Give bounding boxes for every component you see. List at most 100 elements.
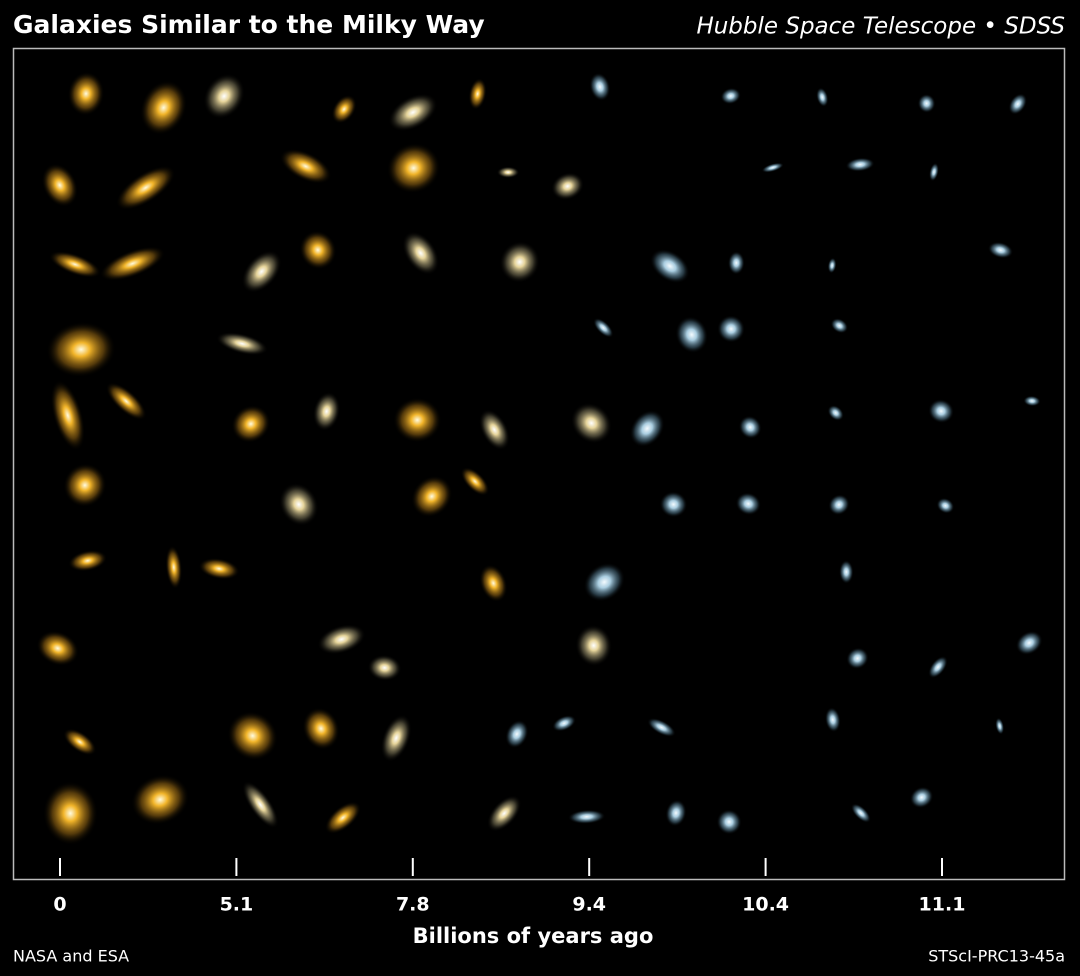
galaxy	[499, 241, 540, 283]
galaxy	[995, 717, 1005, 735]
frame	[12, 47, 1066, 881]
galaxy	[105, 382, 147, 421]
galaxy	[324, 801, 361, 834]
galaxy	[140, 80, 187, 135]
galaxy	[402, 231, 440, 275]
galaxy	[738, 415, 762, 439]
credit-left: NASA and ESA	[13, 947, 129, 966]
galaxy	[279, 148, 332, 184]
galaxy	[846, 647, 869, 670]
galaxy	[468, 78, 487, 110]
galaxy	[505, 719, 529, 749]
galaxy	[850, 803, 871, 823]
galaxy	[761, 162, 784, 173]
galaxy	[735, 492, 761, 516]
galaxy	[99, 246, 166, 281]
galaxy	[909, 786, 934, 809]
subtitle: Hubble Space Telescope • SDSS	[696, 14, 1065, 40]
galaxy	[830, 318, 849, 334]
galaxy-field	[36, 71, 1043, 846]
galaxy	[50, 380, 85, 451]
galaxy	[227, 711, 278, 761]
galaxy	[567, 809, 606, 824]
axis-title: Billions of years ago	[413, 924, 654, 948]
galaxy	[46, 321, 116, 378]
tick-label: 11.1	[919, 894, 966, 916]
galaxy	[231, 405, 271, 443]
galaxy	[198, 557, 240, 580]
galaxy	[68, 550, 108, 572]
galaxy	[936, 497, 955, 514]
galaxy	[1008, 93, 1028, 115]
galaxy	[165, 545, 183, 590]
galaxy	[317, 624, 366, 655]
galaxy	[845, 157, 875, 172]
title: Galaxies Similar to the Milky Way	[13, 10, 485, 39]
galaxy	[67, 71, 105, 116]
galaxy	[727, 251, 745, 275]
galaxy	[552, 715, 576, 732]
axis: 0 5.1 7.8 9.4 10.4 11.1	[53, 858, 965, 916]
galaxy	[650, 248, 690, 284]
galaxy	[675, 316, 709, 354]
galaxy	[824, 707, 841, 733]
galaxy	[827, 405, 844, 421]
galaxy	[575, 624, 613, 667]
galaxy	[593, 317, 614, 338]
galaxy	[570, 402, 612, 444]
galaxy	[828, 494, 850, 516]
tick-label: 0	[53, 894, 66, 916]
galaxy	[63, 728, 97, 756]
galaxy	[827, 257, 837, 274]
galaxy	[816, 87, 829, 107]
galaxy	[487, 795, 522, 832]
galaxy	[479, 564, 508, 602]
galaxy	[1015, 630, 1043, 656]
galaxy	[720, 87, 741, 105]
galaxy	[386, 142, 441, 194]
tick-label: 10.4	[742, 894, 789, 916]
galaxy	[987, 241, 1014, 259]
galaxy	[929, 162, 939, 182]
galaxy	[216, 332, 269, 356]
galaxy	[302, 707, 340, 750]
galaxy	[583, 562, 625, 602]
galaxy	[131, 774, 190, 825]
galaxy	[380, 714, 412, 762]
galaxy	[49, 251, 101, 278]
credit-right: STScI-PRC13-45a	[928, 947, 1065, 966]
galaxy	[388, 93, 438, 132]
galaxy	[551, 172, 584, 200]
galaxy	[717, 315, 745, 343]
galaxy	[279, 482, 319, 526]
galaxy	[42, 781, 98, 846]
galaxy	[917, 93, 936, 113]
galaxy	[460, 467, 490, 496]
galaxy	[589, 72, 611, 101]
galaxy	[665, 799, 687, 827]
galaxy	[393, 397, 442, 443]
galaxy	[629, 409, 665, 448]
galaxy	[716, 809, 742, 835]
galaxy	[928, 399, 954, 424]
galaxy	[367, 654, 402, 681]
tick-label: 9.4	[572, 894, 606, 916]
galaxy	[1023, 395, 1041, 407]
galaxy	[659, 491, 688, 518]
galaxy	[36, 630, 79, 666]
galaxy	[928, 655, 948, 679]
tick-label: 5.1	[220, 894, 254, 916]
galaxy	[41, 163, 78, 207]
galaxy	[203, 73, 245, 119]
galaxy	[839, 560, 854, 584]
galaxy	[647, 717, 676, 737]
galaxy	[411, 475, 453, 518]
galaxy	[63, 463, 107, 508]
galaxy	[496, 166, 520, 179]
galaxy	[242, 781, 279, 829]
galaxy	[299, 230, 337, 270]
galaxy	[241, 250, 282, 293]
